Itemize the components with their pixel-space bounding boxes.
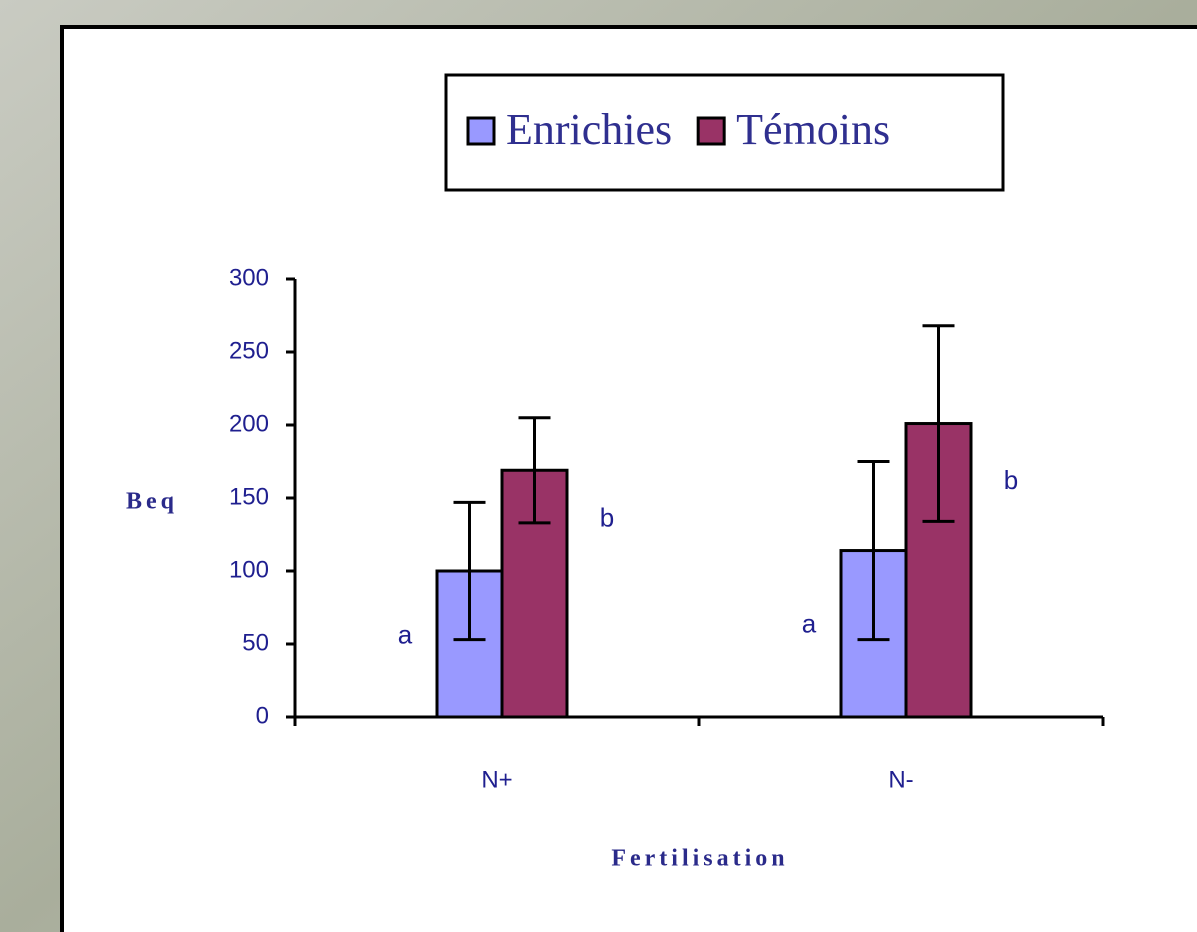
- error-bar: [922, 324, 955, 523]
- significance-label: a: [802, 608, 817, 638]
- y-tick-label: 150: [229, 483, 269, 510]
- y-tick-label: 50: [242, 629, 269, 656]
- x-tick-label: N+: [481, 766, 512, 793]
- significance-label: a: [398, 620, 413, 650]
- x-tick-label: N-: [888, 766, 913, 793]
- legend-label: Témoins: [736, 105, 890, 154]
- significance-label: b: [1004, 465, 1018, 495]
- y-axis-label: Beq: [126, 489, 178, 515]
- legend-swatch: [466, 116, 496, 146]
- significance-label: b: [600, 502, 614, 532]
- legend-swatch: [696, 116, 726, 146]
- y-tick-label: 100: [229, 556, 269, 583]
- legend-label: Enrichies: [506, 105, 672, 154]
- x-axis-label: Fertilisation: [611, 846, 788, 872]
- y-tick-label: 300: [229, 264, 269, 291]
- error-bar: [857, 460, 890, 642]
- error-bar: [518, 416, 551, 525]
- y-tick-label: 0: [256, 702, 269, 729]
- y-tick-label: 200: [229, 410, 269, 437]
- y-tick-label: 250: [229, 337, 269, 364]
- error-bar: [453, 500, 486, 642]
